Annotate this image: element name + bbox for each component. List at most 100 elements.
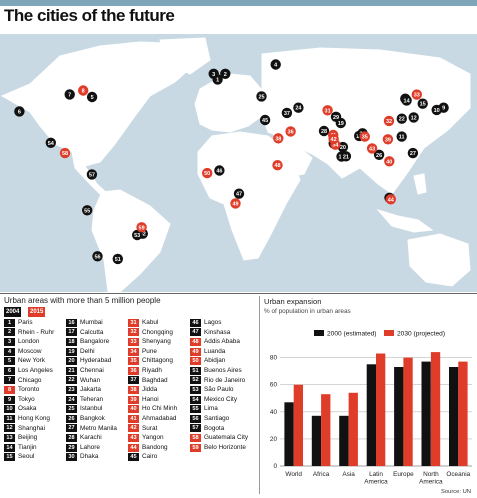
city-number: 35 xyxy=(128,357,139,366)
city-entry: 11 Hong Kong xyxy=(4,414,66,424)
city-marker-dot xyxy=(359,131,370,142)
city-entry: 25 Istanbul xyxy=(66,404,128,414)
city-marker-dot xyxy=(208,68,219,79)
city-marker-dot xyxy=(64,89,75,100)
city-entry: 58 Guatemala City xyxy=(190,433,252,443)
city-entry: 33 Shenyang xyxy=(128,337,190,347)
city-marker: 54 xyxy=(45,137,56,148)
city-marker-label: 26 xyxy=(376,153,382,159)
city-marker-dot xyxy=(86,91,98,103)
city-entry: 56 Santiago xyxy=(190,414,252,424)
city-marker-label: 22 xyxy=(399,117,405,123)
city-entry: 20 Hyderabad xyxy=(66,356,128,366)
city-marker-dot xyxy=(396,113,407,124)
city-number: 36 xyxy=(128,366,139,375)
x-tick-label: North xyxy=(423,471,439,478)
city-marker-label: 34 xyxy=(332,143,339,149)
city-marker-dot xyxy=(293,102,304,113)
city-name: Shanghai xyxy=(18,424,46,432)
x-tick-label: World xyxy=(285,471,302,478)
city-marker: 57 xyxy=(86,169,98,180)
page-title: The cities of the future xyxy=(4,6,175,25)
city-name: Yangon xyxy=(142,434,164,442)
city-marker: 51 xyxy=(112,253,124,265)
city-entry: 45 Cairo xyxy=(128,452,190,462)
city-number: 44 xyxy=(128,443,139,452)
city-marker-label: 46 xyxy=(216,169,222,175)
city-marker-dot xyxy=(132,229,143,241)
city-marker-dot xyxy=(14,106,25,117)
vertical-divider xyxy=(259,296,260,494)
city-number: 9 xyxy=(4,395,15,404)
city-number: 3 xyxy=(4,337,15,346)
city-number: 48 xyxy=(190,337,201,346)
city-marker-label: 29 xyxy=(333,115,339,121)
city-entry: 35 Chittagong xyxy=(128,356,190,366)
city-marker-dot xyxy=(78,85,89,96)
city-marker-label: 37 xyxy=(284,111,290,117)
city-name: Bogota xyxy=(204,424,225,432)
city-name: Delhi xyxy=(80,347,95,355)
city-number: 31 xyxy=(128,318,139,327)
australia-land xyxy=(407,233,471,287)
city-marker-label: 48 xyxy=(274,163,280,169)
world-map-svg: 1234567891011121314151617181920212223242… xyxy=(0,37,471,292)
city-entry: 29 Lahore xyxy=(66,443,128,453)
city-marker: 11 xyxy=(396,131,407,142)
city-number: 34 xyxy=(128,347,139,356)
city-entry: 17 Calcutta xyxy=(66,328,128,338)
city-name: Ho Chi Minh xyxy=(142,405,178,413)
city-name: Pune xyxy=(142,347,157,355)
city-entry: 18 Bangalore xyxy=(66,337,128,347)
city-number: 56 xyxy=(190,414,201,423)
city-number: 13 xyxy=(4,433,15,442)
city-marker: 59 xyxy=(136,222,147,233)
city-name: Chittagong xyxy=(142,357,173,365)
city-name: Cairo xyxy=(142,453,158,461)
city-name: Chongqing xyxy=(142,328,173,336)
city-marker-label: 45 xyxy=(262,118,268,124)
city-entry: 54 Mexico City xyxy=(190,395,252,405)
city-number: 14 xyxy=(4,443,15,452)
urban-areas-title: Urban areas with more than 5 million peo… xyxy=(4,296,161,305)
city-name: Buenos Aires xyxy=(204,366,242,374)
city-marker: 25 xyxy=(256,91,267,102)
city-entry: 28 Karachi xyxy=(66,433,128,443)
city-entry: 44 Bandong xyxy=(128,443,190,453)
world-map: 1234567891011121314151617181920212223242… xyxy=(0,34,477,292)
city-marker-label: 39 xyxy=(385,137,391,143)
city-number: 32 xyxy=(128,328,139,337)
city-number: 58 xyxy=(190,433,201,442)
city-number: 43 xyxy=(128,433,139,442)
uk-land xyxy=(197,93,208,109)
city-marker: 4 xyxy=(270,59,281,70)
city-entry: 39 Hanoi xyxy=(128,395,190,405)
bar xyxy=(284,402,294,466)
city-entry: 16 Mumbai xyxy=(66,318,128,328)
arabia-land xyxy=(277,137,313,177)
city-marker-label: 55 xyxy=(84,208,90,214)
city-marker: 48 xyxy=(272,160,283,171)
city-name: Istanbul xyxy=(80,405,103,413)
city-entry: 42 Surat xyxy=(128,424,190,434)
city-entry: 26 Bangkok xyxy=(66,414,128,424)
city-marker: 6 xyxy=(14,106,25,117)
city-entry: 6 Los Angeles xyxy=(4,366,66,376)
city-number: 17 xyxy=(66,328,77,337)
city-entry: 49 Luanda xyxy=(190,347,252,357)
city-marker: 45 xyxy=(259,114,271,126)
bar xyxy=(366,364,376,466)
city-list: 1 Paris 2 Rhein - Ruhr 3 London 4 Moscow 5 New Yo… xyxy=(4,318,258,494)
bar xyxy=(311,415,322,466)
city-number: 11 xyxy=(4,414,15,423)
city-marker: 36 xyxy=(285,126,296,137)
city-number: 21 xyxy=(66,366,77,375)
city-number: 6 xyxy=(4,366,15,375)
city-marker-label: 8 xyxy=(82,89,85,95)
city-marker: 21 xyxy=(340,151,352,162)
city-column: 1 Paris 2 Rhein - Ruhr 3 London 4 Moscow 5 New Yo… xyxy=(4,318,66,462)
city-number: 28 xyxy=(66,433,77,442)
city-marker-dot xyxy=(259,114,271,126)
city-marker: 35 xyxy=(359,131,370,142)
y-tick-label: 40 xyxy=(270,409,278,416)
